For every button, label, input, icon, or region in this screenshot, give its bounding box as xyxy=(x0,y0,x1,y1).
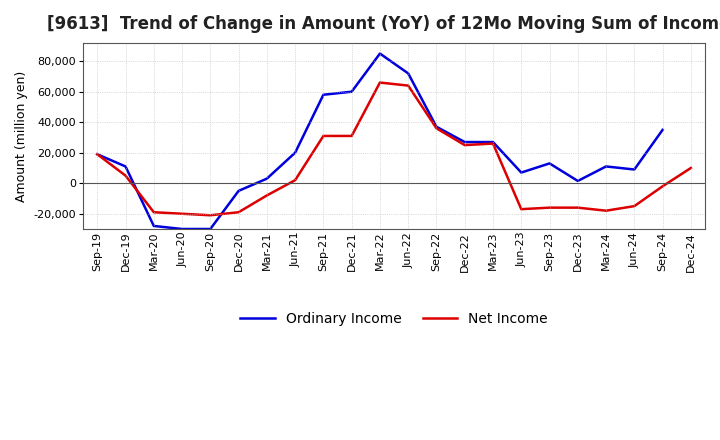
Ordinary Income xyxy=(545,161,554,166)
Net Income xyxy=(517,206,526,212)
Title: [9613]  Trend of Change in Amount (YoY) of 12Mo Moving Sum of Incomes: [9613] Trend of Change in Amount (YoY) o… xyxy=(48,15,720,33)
Net Income xyxy=(432,126,441,131)
Ordinary Income xyxy=(432,124,441,129)
Net Income xyxy=(658,183,667,189)
Net Income xyxy=(573,205,582,210)
Ordinary Income xyxy=(658,127,667,132)
Net Income xyxy=(121,173,130,178)
Ordinary Income xyxy=(460,139,469,145)
Ordinary Income xyxy=(178,226,186,231)
Net Income xyxy=(234,209,243,215)
Net Income xyxy=(602,208,611,213)
Net Income xyxy=(376,80,384,85)
Ordinary Income xyxy=(319,92,328,97)
Ordinary Income xyxy=(121,164,130,169)
Ordinary Income xyxy=(517,170,526,175)
Net Income xyxy=(460,143,469,148)
Net Income xyxy=(291,178,300,183)
Net Income xyxy=(178,211,186,216)
Net Income xyxy=(404,83,413,88)
Ordinary Income xyxy=(602,164,611,169)
Ordinary Income xyxy=(206,226,215,231)
Ordinary Income xyxy=(376,51,384,56)
Net Income xyxy=(206,213,215,218)
Line: Net Income: Net Income xyxy=(97,83,691,215)
Net Income xyxy=(319,133,328,139)
Net Income xyxy=(150,209,158,215)
Net Income xyxy=(93,152,102,157)
Ordinary Income xyxy=(489,139,498,145)
Y-axis label: Amount (million yen): Amount (million yen) xyxy=(15,70,28,202)
Net Income xyxy=(687,165,696,171)
Line: Ordinary Income: Ordinary Income xyxy=(97,54,662,229)
Net Income xyxy=(347,133,356,139)
Net Income xyxy=(489,141,498,146)
Net Income xyxy=(545,205,554,210)
Ordinary Income xyxy=(150,224,158,229)
Ordinary Income xyxy=(630,167,639,172)
Net Income xyxy=(263,193,271,198)
Ordinary Income xyxy=(93,152,102,157)
Ordinary Income xyxy=(234,188,243,194)
Ordinary Income xyxy=(404,71,413,76)
Ordinary Income xyxy=(291,150,300,155)
Ordinary Income xyxy=(347,89,356,94)
Ordinary Income xyxy=(263,176,271,181)
Ordinary Income xyxy=(573,178,582,183)
Net Income xyxy=(630,203,639,209)
Legend: Ordinary Income, Net Income: Ordinary Income, Net Income xyxy=(235,307,554,332)
